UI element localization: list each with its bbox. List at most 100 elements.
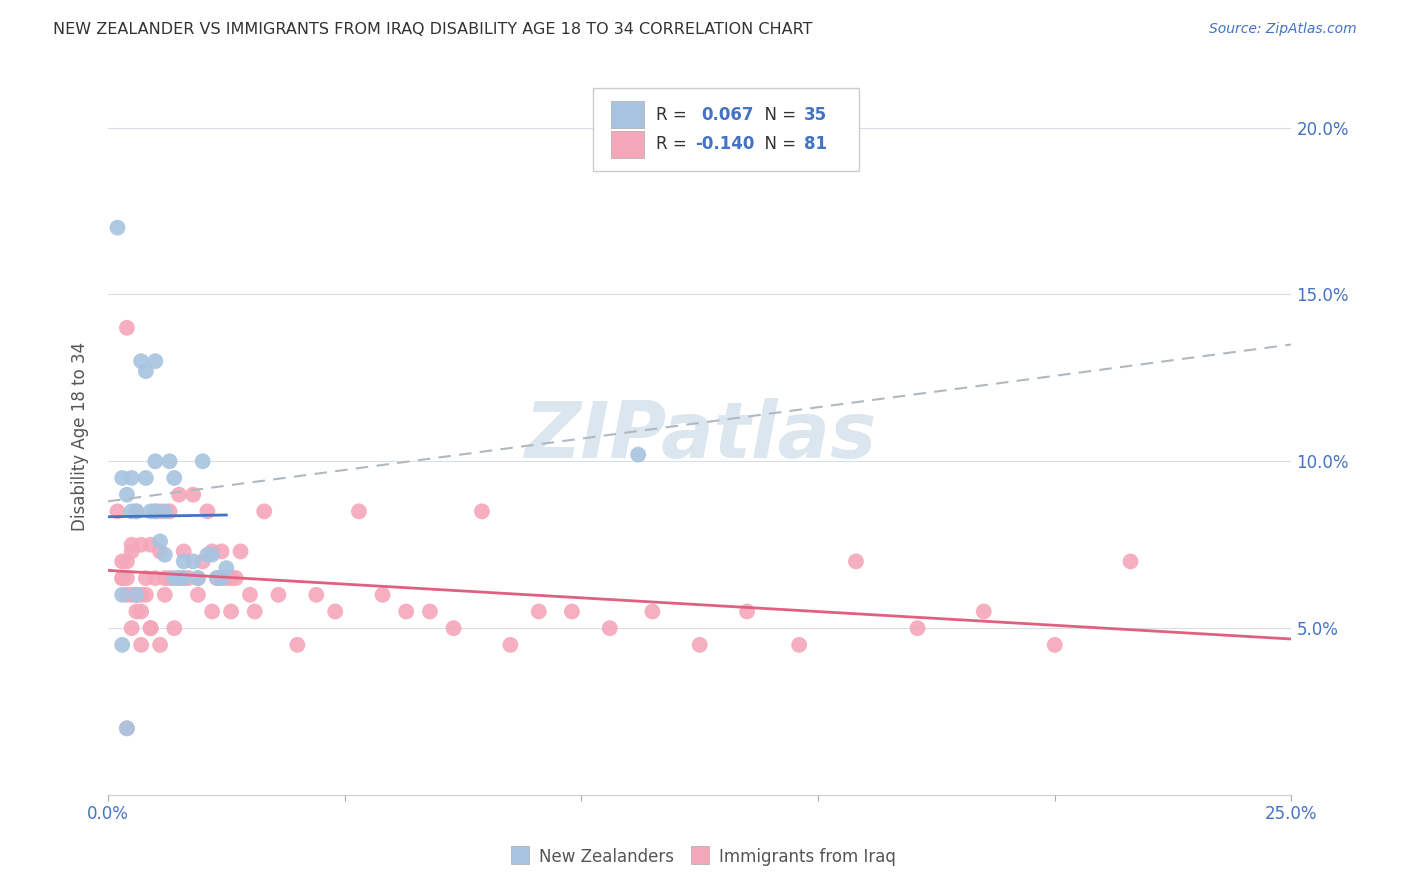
Text: R =: R = — [657, 106, 697, 124]
Point — [163, 571, 186, 585]
Point — [139, 621, 162, 635]
Point — [111, 554, 134, 568]
Point — [129, 588, 152, 602]
Point — [115, 721, 138, 735]
Point — [689, 638, 711, 652]
Point — [143, 454, 166, 468]
Text: N =: N = — [754, 136, 801, 153]
Point — [149, 544, 172, 558]
Point — [139, 538, 162, 552]
Point — [135, 571, 157, 585]
Point — [135, 588, 157, 602]
Point — [173, 571, 195, 585]
Point — [561, 605, 583, 619]
Point — [787, 638, 810, 652]
Point — [499, 638, 522, 652]
Point — [527, 605, 550, 619]
Point — [443, 621, 465, 635]
Point — [111, 588, 134, 602]
Point — [111, 471, 134, 485]
Point — [187, 571, 209, 585]
Point — [143, 504, 166, 518]
Point — [305, 588, 328, 602]
Text: 0.067: 0.067 — [702, 106, 754, 124]
Text: -0.140: -0.140 — [695, 136, 755, 153]
Point — [627, 448, 650, 462]
Point — [143, 504, 166, 518]
Point — [163, 471, 186, 485]
Text: 81: 81 — [804, 136, 827, 153]
FancyBboxPatch shape — [593, 88, 859, 170]
Point — [201, 605, 224, 619]
Point — [125, 605, 148, 619]
Point — [253, 504, 276, 518]
Point — [159, 571, 181, 585]
Point — [167, 488, 190, 502]
Point — [323, 605, 346, 619]
Point — [229, 544, 252, 558]
Point — [115, 721, 138, 735]
Point — [107, 504, 129, 518]
Point — [129, 538, 152, 552]
Point — [471, 504, 494, 518]
Point — [197, 504, 219, 518]
FancyBboxPatch shape — [612, 101, 644, 128]
Point — [121, 621, 143, 635]
Point — [111, 638, 134, 652]
Legend: New Zealanders, Immigrants from Iraq: New Zealanders, Immigrants from Iraq — [503, 841, 903, 873]
Point — [173, 571, 195, 585]
Point — [115, 554, 138, 568]
Point — [177, 571, 200, 585]
Point — [285, 638, 308, 652]
Point — [115, 320, 138, 334]
Point — [125, 504, 148, 518]
Text: ZIPatlas: ZIPatlas — [523, 398, 876, 475]
Point — [201, 544, 224, 558]
Point — [153, 504, 176, 518]
Point — [125, 588, 148, 602]
Point — [181, 554, 204, 568]
Point — [641, 605, 664, 619]
Point — [159, 504, 181, 518]
Point — [845, 554, 868, 568]
Point — [239, 588, 262, 602]
Point — [125, 588, 148, 602]
Point — [205, 571, 228, 585]
Point — [129, 354, 152, 368]
Point — [125, 504, 148, 518]
Y-axis label: Disability Age 18 to 34: Disability Age 18 to 34 — [72, 342, 89, 531]
Point — [167, 571, 190, 585]
Point — [149, 534, 172, 549]
Point — [215, 571, 238, 585]
FancyBboxPatch shape — [612, 130, 644, 158]
Text: N =: N = — [754, 106, 801, 124]
Point — [973, 605, 995, 619]
Point — [125, 588, 148, 602]
Point — [243, 605, 266, 619]
Point — [107, 220, 129, 235]
Point — [173, 554, 195, 568]
Point — [211, 571, 233, 585]
Point — [599, 621, 621, 635]
Point — [205, 571, 228, 585]
Point — [215, 561, 238, 575]
Point — [139, 621, 162, 635]
Point — [191, 554, 214, 568]
Point — [121, 504, 143, 518]
Point — [121, 588, 143, 602]
Point — [143, 571, 166, 585]
Point — [115, 588, 138, 602]
Point — [111, 571, 134, 585]
Point — [135, 471, 157, 485]
Text: R =: R = — [657, 136, 692, 153]
Point — [347, 504, 370, 518]
Point — [121, 544, 143, 558]
Point — [167, 571, 190, 585]
Point — [135, 364, 157, 378]
Point — [129, 605, 152, 619]
Point — [1119, 554, 1142, 568]
Point — [163, 621, 186, 635]
Point — [111, 571, 134, 585]
Point — [219, 571, 242, 585]
Point — [191, 454, 214, 468]
